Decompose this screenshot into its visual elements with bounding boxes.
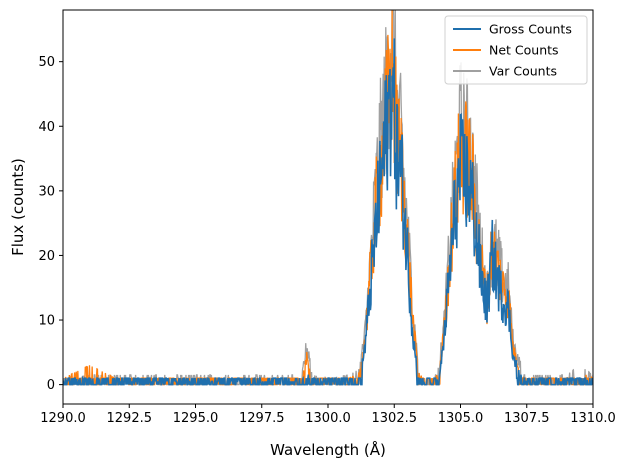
y-tick-label: 10	[38, 314, 55, 329]
y-axis-ticks: 0 10 20 30 40 50	[38, 55, 63, 393]
x-tick-label: 1310.0	[570, 411, 616, 426]
x-tick-label: 1307.5	[504, 411, 550, 426]
legend: Gross Counts Net Counts Var Counts	[444, 15, 588, 85]
y-tick-label: 20	[38, 249, 55, 264]
x-tick-label: 1290.0	[40, 411, 86, 426]
plot-lines	[63, 10, 593, 386]
y-tick-label: 0	[47, 378, 55, 393]
series-line-gross-counts	[63, 38, 593, 386]
y-axis-label: Flux (counts)	[9, 158, 27, 256]
x-axis-label: Wavelength (Å)	[270, 440, 386, 459]
x-axis-ticks: 1290.0 1292.5 1295.0 1297.5 1300.0 1302.5 1305…	[40, 404, 616, 426]
legend-label: Var Counts	[489, 64, 557, 79]
legend-box	[444, 15, 588, 85]
x-tick-label: 1297.5	[239, 411, 285, 426]
y-tick-label: 50	[38, 55, 55, 70]
y-tick-label: 30	[38, 184, 55, 199]
legend-label: Gross Counts	[489, 22, 572, 37]
x-tick-label: 1302.5	[372, 411, 418, 426]
x-tick-label: 1300.0	[305, 411, 351, 426]
y-tick-label: 40	[38, 120, 55, 135]
x-tick-label: 1292.5	[107, 411, 153, 426]
legend-label: Net Counts	[489, 43, 559, 58]
x-tick-label: 1305.0	[438, 411, 484, 426]
x-tick-label: 1295.0	[173, 411, 219, 426]
